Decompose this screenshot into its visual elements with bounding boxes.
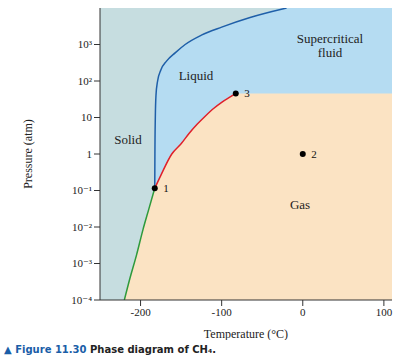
svg-text:1: 1 — [87, 148, 93, 160]
svg-text:2: 2 — [311, 148, 317, 160]
html-text:Gas: Gas — [289, 197, 311, 212]
svg-text:10: 10 — [81, 111, 93, 123]
svg-text:10⁻²: 10⁻² — [72, 221, 93, 233]
svg-text:100: 100 — [376, 306, 393, 318]
svg-text:10⁻¹: 10⁻¹ — [72, 184, 92, 196]
html-text:Liquid: Liquid — [178, 68, 214, 83]
svg-text:3: 3 — [244, 87, 250, 99]
svg-text:10²: 10² — [78, 75, 93, 87]
svg-text:-100: -100 — [212, 306, 233, 318]
svg-text:10⁻³: 10⁻³ — [72, 257, 93, 269]
svg-text:-200: -200 — [130, 306, 151, 318]
svg-text:0: 0 — [300, 306, 306, 318]
html-text:Supercritical fluid: Supercritical fluid — [296, 31, 364, 60]
svg-text:Pressure (atm): Pressure (atm) — [21, 119, 35, 189]
html-text:Solid: Solid — [114, 132, 142, 147]
svg-text:10³: 10³ — [78, 38, 93, 50]
html-text:▲ Figure 11.30 Phase diagram o: ▲ Figure 11.30 Phase diagram of CH₄. — [4, 344, 217, 355]
svg-text:1: 1 — [163, 182, 169, 194]
svg-text:Temperature (°C): Temperature (°C) — [204, 327, 288, 340]
svg-text:10⁻⁴: 10⁻⁴ — [71, 294, 92, 306]
